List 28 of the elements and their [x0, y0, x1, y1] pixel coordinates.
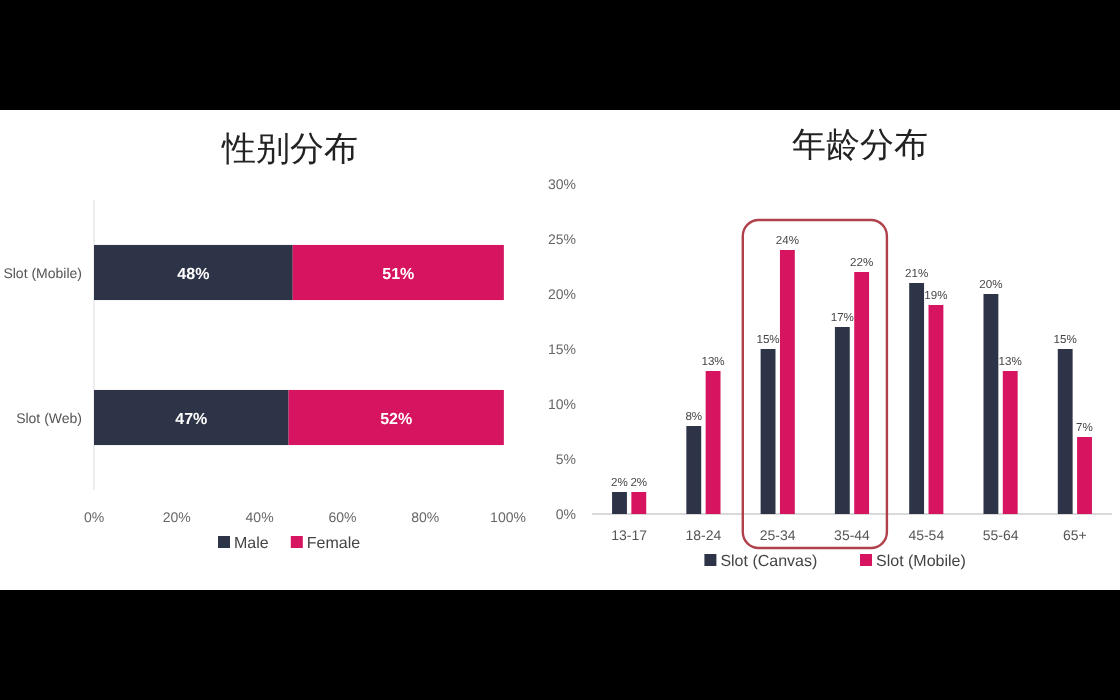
legend-label: Slot (Canvas)	[720, 552, 818, 570]
legend-label: Slot (Mobile)	[876, 552, 967, 570]
chart-title: 年龄分布	[792, 126, 928, 164]
legend-label: Male	[234, 534, 270, 552]
bar	[94, 244, 293, 301]
bar	[854, 272, 870, 514]
bar	[288, 389, 504, 446]
data-label: 47%	[175, 409, 208, 428]
bar	[760, 349, 776, 514]
bar	[686, 426, 702, 514]
bar	[631, 492, 647, 514]
bar	[705, 371, 721, 514]
chart-title: 性别分布	[220, 130, 358, 168]
bar	[983, 294, 999, 514]
bar	[928, 305, 944, 514]
bar	[909, 283, 925, 514]
bar	[94, 389, 289, 446]
bar	[1002, 371, 1018, 514]
legend-label: Female	[306, 534, 362, 552]
bar	[779, 250, 795, 514]
bar	[1077, 437, 1092, 514]
data-label: 48%	[177, 264, 210, 283]
bar	[1057, 349, 1073, 514]
bar	[292, 244, 504, 301]
bar	[612, 492, 627, 514]
data-label: 52%	[380, 409, 413, 428]
bar	[834, 327, 850, 514]
data-label: 51%	[382, 264, 415, 283]
